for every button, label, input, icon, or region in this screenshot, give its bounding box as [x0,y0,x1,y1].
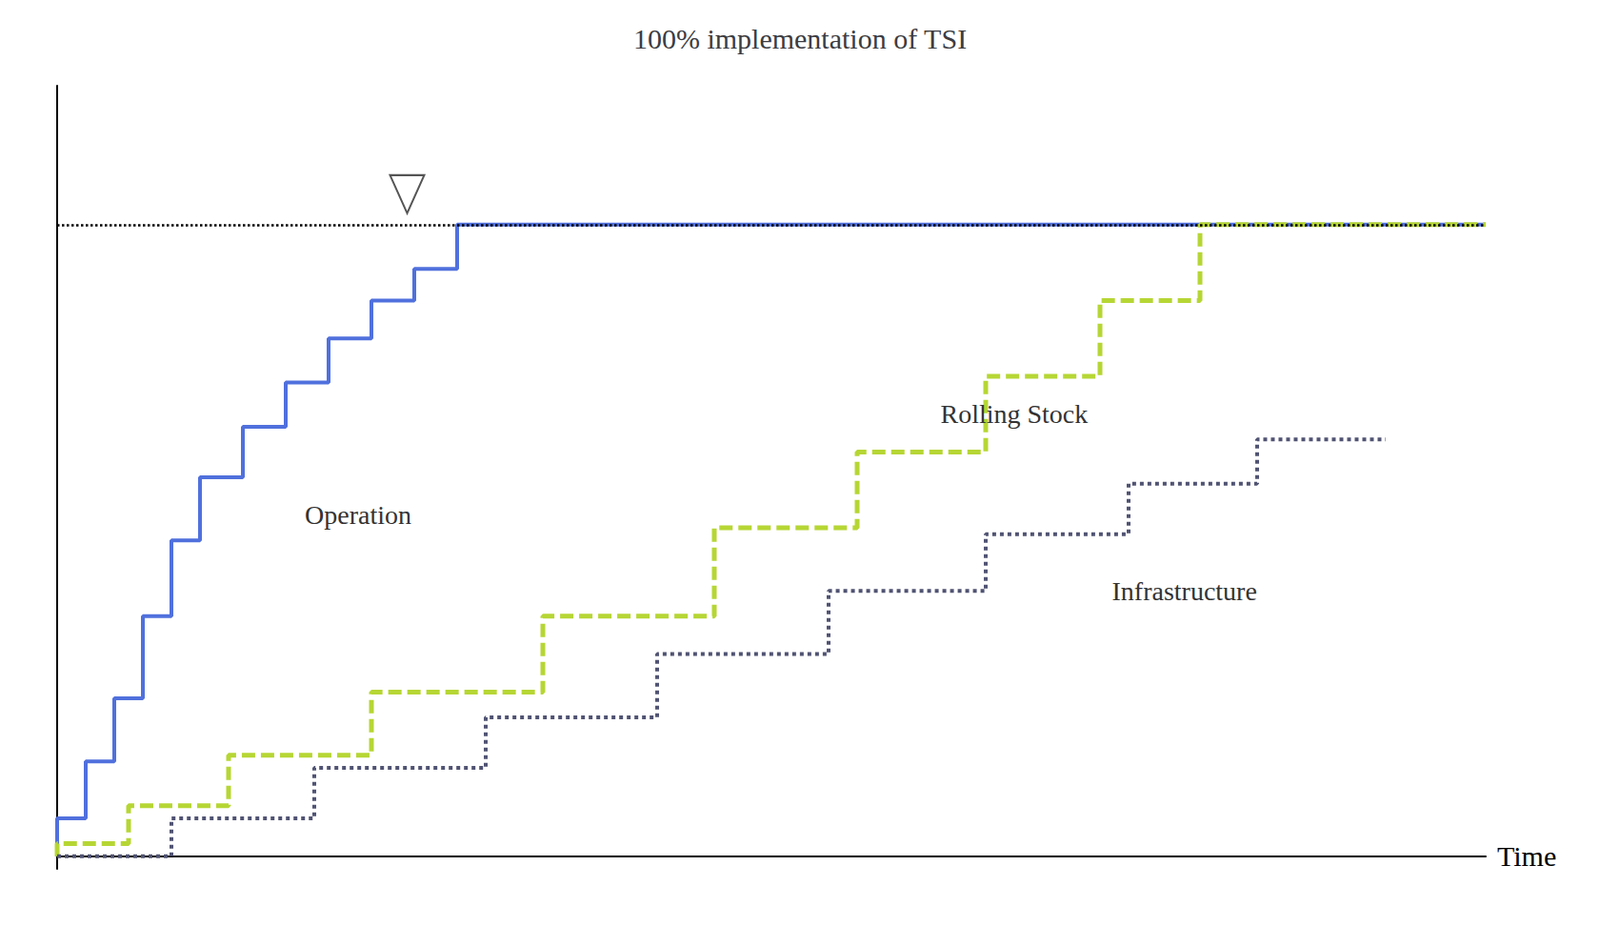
svg-text:Time: Time [1497,840,1557,872]
svg-text:100% implementation of TSI: 100% implementation of TSI [633,22,967,55]
svg-text:Operation: Operation [304,500,412,530]
svg-text:Infrastructure: Infrastructure [1112,576,1258,606]
svg-text:Rolling Stock: Rolling Stock [940,399,1089,429]
